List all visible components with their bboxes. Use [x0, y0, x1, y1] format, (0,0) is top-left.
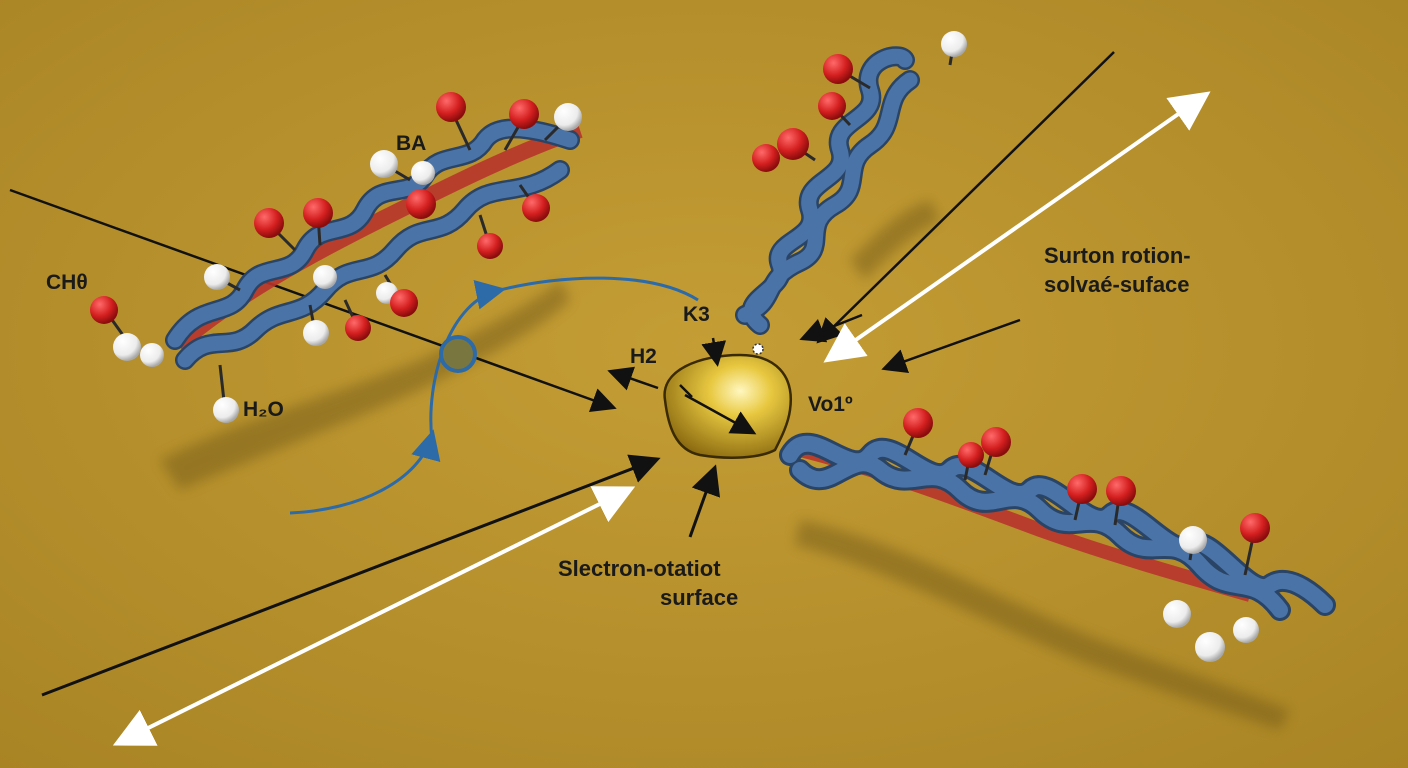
label-ba: BA: [396, 132, 426, 155]
label-k3: K3: [683, 303, 710, 326]
label-h2o: H₂O: [243, 398, 284, 421]
label-ch: CHθ: [46, 271, 88, 294]
label-h2: H2: [630, 345, 657, 368]
label-vo: Vo1º: [808, 393, 853, 416]
label-surton-line2: solvaé-suface: [1044, 272, 1190, 297]
label-slectron-line2: surface: [660, 585, 738, 610]
gold-particle: [665, 355, 791, 458]
label-surton-line1: Surton rotion-: [1044, 243, 1191, 268]
cycle-node: [441, 337, 475, 371]
label-slectron-line1: Slectron-otatiot: [558, 556, 721, 581]
